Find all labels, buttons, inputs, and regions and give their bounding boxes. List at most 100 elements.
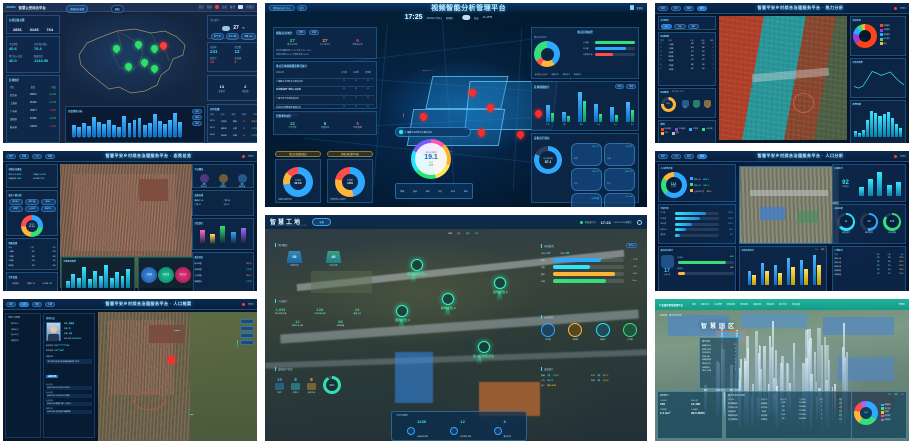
p5-user-icon-label[interactable]: 管理员 [248,303,254,306]
map-marker[interactable] [135,41,142,50]
p1-filter-0[interactable]: 按日 [192,109,202,114]
panel-village-aerial-dashboard[interactable]: 首页 村情 人口 房屋 智慧平安乡村综合治理服务平台 · 态势总览 管理员 基础… [0,148,260,294]
panel-national-monitoring-dashboard[interactable]: JOIWA 智慧公安综合平台 首页 专题 分析 统计 管理员 在线设备总数 28… [0,0,260,146]
p2-action-3[interactable]: 轨迹 [438,190,442,193]
map-marker[interactable] [420,113,427,122]
p1-map-tab-1[interactable]: 图层 [111,5,124,13]
map-marker[interactable] [517,131,524,140]
p2-table-card[interactable]: 重点区域视频覆盖情况统计 区域名称 点位数 在线数 离线数 广渠路与东四环交汇路… [273,61,377,109]
p3-safety-0[interactable]: 安全帽 [541,323,555,341]
map-marker[interactable] [125,63,132,72]
p4-chip-0[interactable]: 留守老人 [9,199,24,205]
p1-filter-2[interactable]: 按月 [192,121,202,126]
p6-filter-1[interactable]: 房屋 [674,24,686,29]
p3-safety-1[interactable]: 未佩戴 [568,323,582,341]
p5-tree-0[interactable]: 全部人口档案 [8,316,38,319]
p6-nav-3[interactable]: 统计 [697,6,707,11]
p5-nav-0[interactable]: 首页 [6,302,16,307]
list-item[interactable]: F座动力中心 3 [702,363,736,365]
table-row[interactable]: 新港二组 286 843 20.0% [835,262,904,264]
p4-chip-5[interactable]: 退役军人 [41,206,56,212]
site-marker[interactable]: 料场点位 3 [441,293,456,310]
p1-trend-chart[interactable]: 月度趋势分析 按日 按周 按月 01 02 03 04 05 06 07 08 09 10 11 12… [65,106,205,143]
p8-nav-item[interactable]: 首页 [692,303,696,306]
p2-badge[interactable]: 实时 [297,5,307,11]
p3-rt-button[interactable]: 实时 ▾ [626,243,637,248]
p2-action-4[interactable]: 标注 [451,190,455,193]
p8-nav-item[interactable]: 园区总览 [701,303,709,306]
p8-user[interactable]: 管理员 [899,303,905,306]
settings-icon[interactable] [637,220,642,225]
p6-heat-map[interactable] [719,16,847,140]
list-item[interactable]: 09:04 海淀区 车辆 低 已处置 [210,134,257,137]
p4-round-2[interactable]: 事件上报 [175,267,191,283]
p3-mode-button[interactable]: 全景 [312,218,331,226]
p8-nav-item[interactable]: 设备运维 [753,303,761,306]
p4-nav-3[interactable]: 房屋 [45,154,55,159]
site-marker[interactable]: 围挡点位 4 [395,305,410,322]
p1-nav-3[interactable]: 统计 [230,5,235,9]
p2-breadcrumb[interactable]: 智慧城市运行中心 [269,5,295,11]
p2-rm-legend-1[interactable]: 离线 [626,84,636,89]
table-row[interactable]: 二网格 286 843 [9,256,56,258]
list-item[interactable]: 出入记录 2023-11-17 19:06 北门卡口 离开 [46,392,92,398]
map-marker[interactable] [151,45,158,54]
p8-nav-item[interactable]: 能耗监测 [727,303,735,306]
p5-tree-3[interactable]: 重点人员 [11,333,38,336]
table-row[interactable]: 广渠门桥下环线匝道点位 2 2 0 [276,95,374,100]
table-row[interactable]: 4 四网格 604 198 5 [661,56,714,58]
list-item[interactable]: D座办公楼 9 [702,356,736,358]
table-row[interactable]: 6 六网格 488 162 1 [661,65,714,67]
p1-log-card[interactable]: 实时告警 时间 地点 类型 等级 状态 09:21 东城区 越界 高 处理中 0… [207,104,260,143]
p1-filter-1[interactable]: 按周 [192,115,202,120]
site-marker[interactable]: 塔吊监控点位 1 [407,259,428,276]
panel-person-profile-dashboard[interactable]: 首页 人口 房屋 车辆 智慧平安乡村综合治理服务平台 · 人口档案 管理员 全部… [0,296,260,444]
table-row[interactable]: 隐患整改 已完成 [195,280,252,283]
table-row[interactable]: 2 二网格 843 286 6 [661,48,714,50]
p2-action-1[interactable]: 抓拍 [413,190,417,193]
p6-nav-2[interactable]: 图层 [684,6,694,11]
p5-tree-1[interactable]: 常住人口 [11,322,38,325]
list-item[interactable]: C座仓储中心 6 [702,352,736,354]
list-item[interactable]: 走访记录 2023-11-10 网格员 李红 入户走访 [46,400,92,406]
p2-action-5[interactable]: 导出 [464,190,468,193]
p3-safety-3[interactable]: 已处置 [623,323,637,341]
list-item[interactable]: 09:21 东城区 越界 高 处理中 [210,120,257,123]
map-marker[interactable] [535,110,542,119]
table-row[interactable]: 5 五网格 512 176 2 [661,60,714,62]
table-row[interactable]: 安全排查 已完成 [195,268,252,271]
zoom-out-icon[interactable] [240,326,254,331]
p1-nav-0[interactable]: 首页 [198,5,203,9]
map-marker[interactable] [469,89,476,98]
table-row[interactable]: 新港一组 312 918 21.8% [835,258,904,260]
list-item[interactable]: G座物流园 7 [702,367,736,369]
p2-action-bar[interactable]: 回放 抓拍 布控 轨迹 标注 导出 [395,183,473,199]
panel-population-analytics-dashboard[interactable]: 首页 人口 统计 报表 智慧平安乡村综合治理服务平台 · 人口分析 管理员 人口… [652,148,912,294]
p4-nav-1[interactable]: 村情 [19,154,29,159]
user-icon[interactable] [630,5,634,10]
p3-safety-2[interactable]: 视频AI [596,323,610,341]
p5-tree-4[interactable]: 新增登记 [11,339,38,342]
p2-tab-bottom-1[interactable]: 智能分析事件列表 [327,151,373,157]
p8-table-body[interactable]: 宏达精密制造 装备制造 1,286 4.21 MWh 0 正常 华芯电子科技 电子信息 982 3… [728,403,850,421]
p1-table-card[interactable]: 区域统计 地区 数量 同比 北京市 48513 +2.1% 上海市 39120 … [6,75,60,143]
p8-nav-item[interactable]: 企业管理 [714,303,722,306]
map-marker[interactable] [151,65,158,74]
p2-user-label[interactable]: 管理员 [636,6,643,10]
avatar[interactable] [238,5,243,9]
table-row[interactable]: 新港五组 176 512 12.1% [835,274,904,276]
list-item[interactable]: E座配套用房 4 [702,359,736,361]
table-row[interactable]: 1 一网格 918 312 4 [661,44,714,46]
p8-building-list[interactable]: 楼宇列表 A座研发中心 12 B座生产车间 8 C座仓储中心 6 D座办公楼 9 E座配套用房 4… [699,337,739,389]
table-row[interactable]: 四网格 198 604 [9,265,56,267]
p8-bl-rows[interactable]: A座研发中心 12 B座生产车间 8 C座仓储中心 6 D座办公楼 9 E座配套用房 4 F座动力中… [702,345,736,372]
p8-navbar[interactable]: 产业园区智慧管理平台 首页 园区总览 企业管理 能耗监测 安防监控 设备运维 环保监测 统计分… [655,299,909,310]
table-row[interactable]: 7 七网格 402 140 3 [661,69,714,71]
p4-chip-4[interactable]: 重点关注 [25,206,40,212]
p1-china-map[interactable]: 全国分布态势 图层 [65,15,205,103]
table-row[interactable]: 北京南站西广场出入口点位 8 8 0 [276,86,374,91]
p4-nav-2[interactable]: 人口 [32,154,42,159]
table-row[interactable]: 一网格 312 918 [9,251,56,253]
table-row[interactable]: 康宁生物医药 生物医药 645 3.05 MWh 0 正常 [728,419,850,421]
p4-round-1[interactable]: 视频巡查 [158,267,174,283]
